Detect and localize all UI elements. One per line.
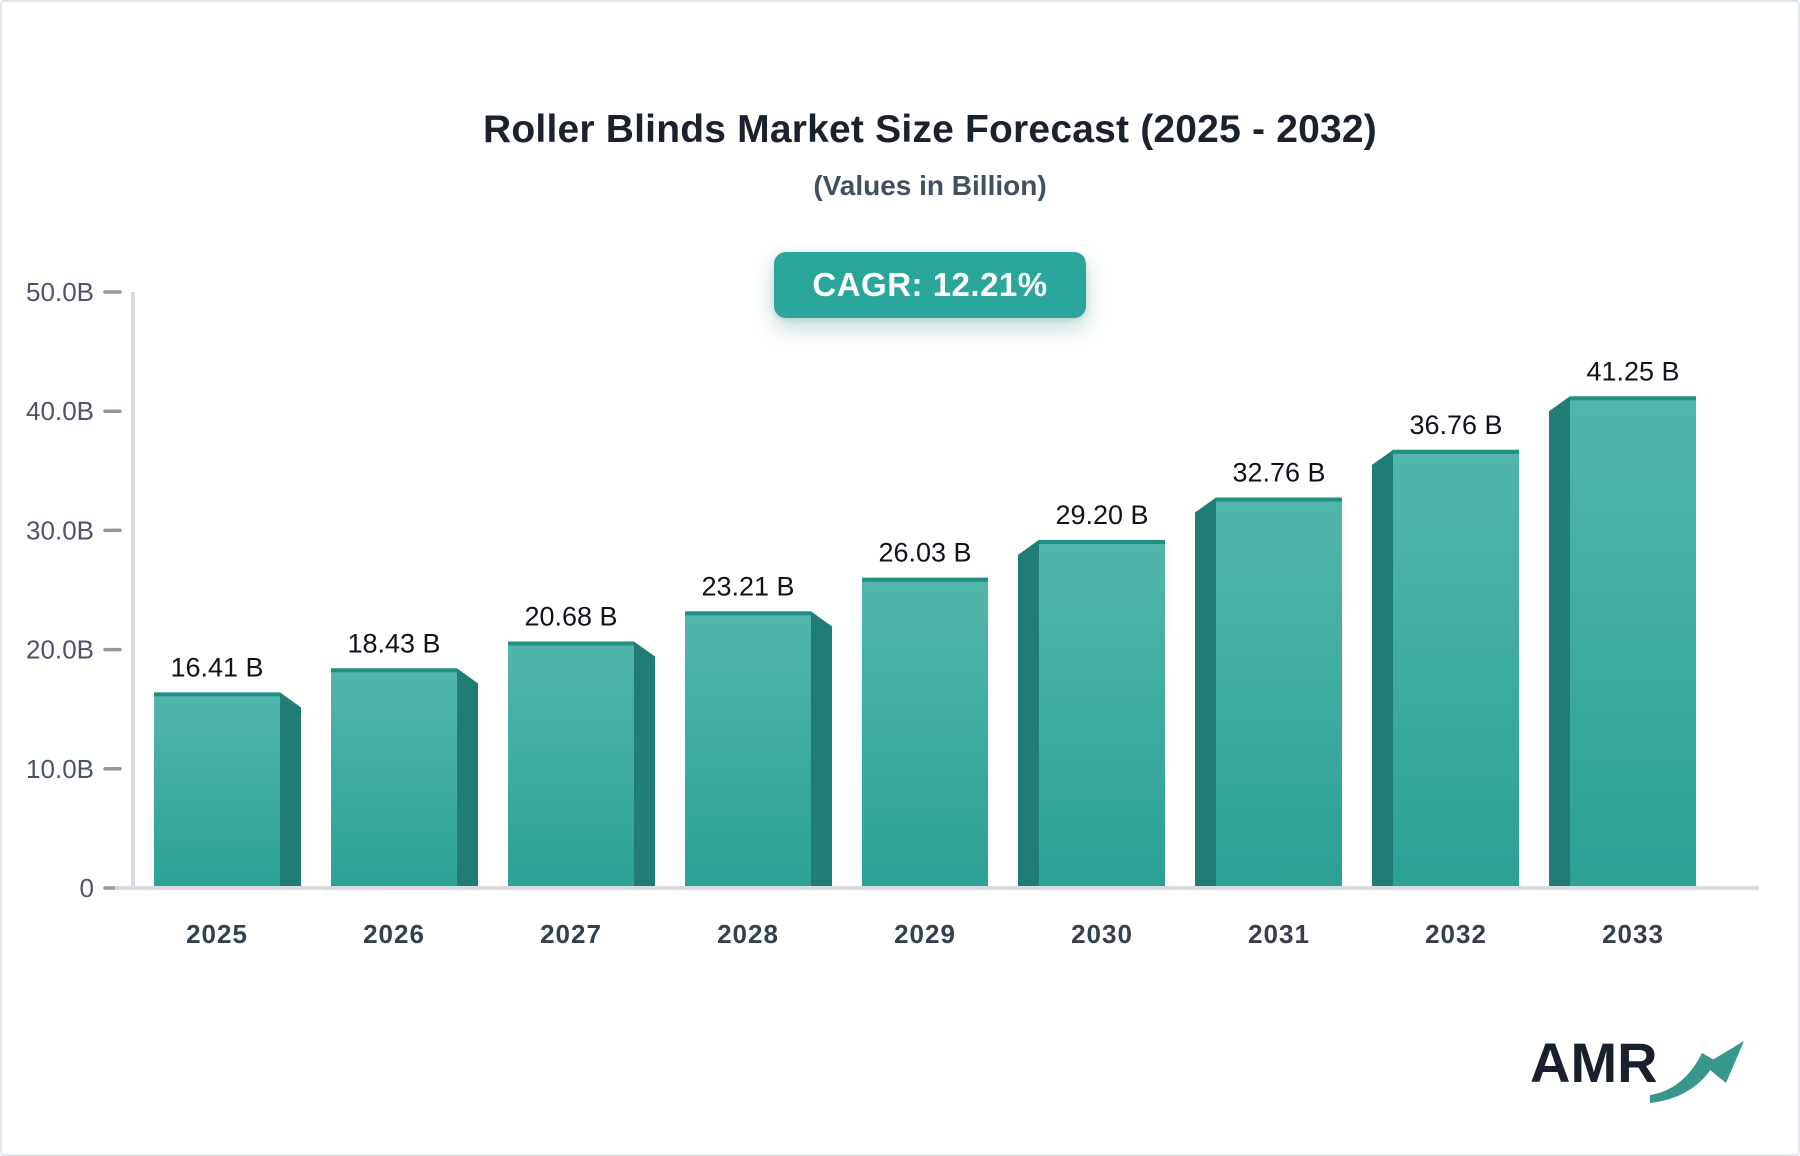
- bar-top-edge: [862, 577, 988, 582]
- bar-top-edge: [331, 668, 457, 673]
- y-axis-tick-label: 30.0B: [26, 515, 94, 545]
- bar-2027: [508, 641, 655, 890]
- bar-2031: [1195, 497, 1342, 890]
- bar-2026: [331, 668, 478, 890]
- bar-value-label: 36.76 B: [1409, 410, 1502, 440]
- bar-front-face: [508, 641, 634, 890]
- bar-value-label: 23.21 B: [701, 571, 794, 601]
- bar-front-face: [1216, 497, 1342, 890]
- bar-front-face: [1570, 396, 1696, 890]
- bar-2032: [1372, 449, 1519, 890]
- x-axis-year-label: 2030: [1071, 919, 1133, 949]
- bar-top-edge: [1039, 539, 1165, 544]
- bar-side-face: [634, 641, 655, 890]
- bar-2028: [685, 611, 832, 890]
- x-axis-year-label: 2033: [1602, 919, 1664, 949]
- x-axis-year-label: 2025: [186, 919, 248, 949]
- x-axis-year-label: 2028: [717, 919, 779, 949]
- bar-top-edge: [685, 611, 811, 616]
- x-axis-year-label: 2032: [1425, 919, 1487, 949]
- bar-2033: [1549, 396, 1696, 890]
- bar-front-face: [154, 692, 280, 890]
- bar-side-face: [811, 611, 832, 890]
- bar-front-face: [1393, 449, 1519, 890]
- bar-side-face: [457, 668, 478, 890]
- bar-value-label: 32.76 B: [1232, 458, 1325, 488]
- bar-front-face: [1039, 539, 1165, 890]
- x-axis-year-label: 2029: [894, 919, 956, 949]
- cagr-badge: CAGR: 12.21%: [774, 252, 1086, 318]
- bars-layer: [154, 396, 1696, 890]
- x-axis-year-label: 2031: [1248, 919, 1310, 949]
- bar-top-edge: [154, 692, 280, 697]
- axis-layer: 0 10.0B 20.0B 30.0B 40.0B 50.0B: [26, 277, 1759, 903]
- y-axis-tick-label: 50.0B: [26, 277, 94, 307]
- cagr-badge-row: CAGR: 12.21%: [62, 252, 1798, 318]
- x-axis-year-label: 2027: [540, 919, 602, 949]
- labels-layer: 16.41 B 2025 18.43 B 2026 20.68 B 2027 23.21 B…: [170, 356, 1679, 949]
- bar-value-label: 41.25 B: [1586, 356, 1679, 386]
- amr-logo-text: AMR: [1530, 1031, 1658, 1094]
- bar-top-edge: [508, 641, 634, 646]
- bar-top-edge: [1393, 449, 1519, 454]
- bar-front-face: [862, 577, 988, 890]
- bar-2030: [1018, 539, 1165, 890]
- bar-front-face: [685, 611, 811, 890]
- x-axis-year-label: 2026: [363, 919, 425, 949]
- bar-value-label: 18.43 B: [347, 628, 440, 658]
- bar-value-label: 20.68 B: [524, 601, 617, 631]
- bar-side-face: [1018, 539, 1039, 890]
- bar-side-face: [1195, 497, 1216, 890]
- bar-value-label: 29.20 B: [1055, 500, 1148, 530]
- bar-value-label: 16.41 B: [170, 652, 263, 682]
- bar-top-edge: [1570, 396, 1696, 401]
- bar-side-face: [1549, 396, 1570, 890]
- page-title: Roller Blinds Market Size Forecast (2025…: [483, 108, 1377, 151]
- y-axis-tick-label: 10.0B: [26, 754, 94, 784]
- y-axis-tick-label: 0: [80, 873, 94, 903]
- amr-logo: AMR: [1530, 1035, 1746, 1105]
- bar-2029: [862, 577, 988, 890]
- bar-side-face: [1372, 449, 1393, 890]
- bar-value-label: 26.03 B: [878, 538, 971, 568]
- y-axis-tick-label: 40.0B: [26, 396, 94, 426]
- bar-front-face: [331, 668, 457, 890]
- bar-2025: [154, 692, 301, 890]
- bar-side-face: [280, 692, 301, 890]
- y-axis-tick-label: 20.0B: [26, 635, 94, 665]
- page-subtitle: (Values in Billion): [813, 170, 1047, 201]
- bar-top-edge: [1216, 497, 1342, 502]
- growth-arrow-icon: [1649, 1041, 1744, 1103]
